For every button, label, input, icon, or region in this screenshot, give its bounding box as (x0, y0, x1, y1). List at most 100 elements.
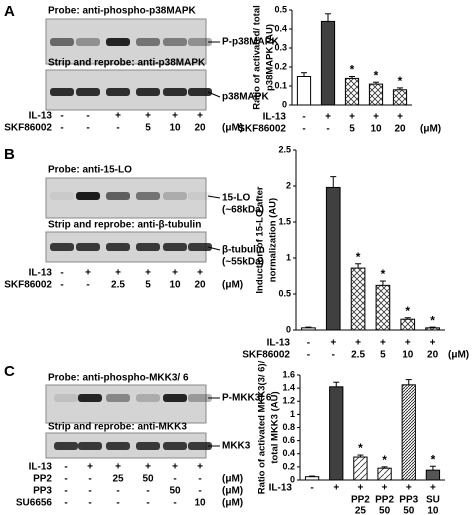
y-tick-label: 1 (290, 409, 295, 419)
x-row-cell: 25 (355, 506, 367, 515)
panel-letter: B (4, 146, 15, 163)
treatment-cell: - (146, 498, 149, 509)
treatment-cell: 2.5 (111, 280, 125, 291)
blot-band (188, 88, 212, 96)
x-row-name: IL-13 (269, 483, 293, 494)
blot-band (76, 38, 100, 46)
y-tick-label: 0.5 (274, 4, 287, 14)
x-row-cell: - (326, 124, 329, 135)
x-row-cell: - (310, 483, 313, 494)
treatment-cell: + (115, 268, 121, 279)
blot-band (106, 442, 130, 450)
blot-band (106, 243, 130, 251)
y-axis-label: Induction of 15-LO after (255, 186, 266, 293)
treatment-cell: + (85, 268, 91, 279)
treatment-cell: - (64, 474, 67, 485)
significance: * (382, 453, 387, 467)
treatment-cell: - (88, 486, 91, 497)
blot-band (50, 38, 74, 46)
x-row-cell: + (405, 338, 411, 349)
bar (350, 267, 366, 331)
panel-letter: A (4, 3, 15, 20)
blot-band (76, 243, 100, 251)
y-tick-label: 2 (286, 180, 291, 190)
bar (377, 467, 392, 481)
x-row-cell: 50 (379, 506, 391, 515)
x-row-cell: + (357, 483, 363, 494)
y-tick-label: 0.1 (274, 80, 287, 90)
blot-band (188, 394, 212, 402)
treatment-cell: 10 (194, 498, 206, 509)
y-tick-label: 1.2 (282, 396, 295, 406)
x-row-cell: 5 (349, 124, 355, 135)
x-row-cell: + (355, 338, 361, 349)
treatment-cell: - (173, 498, 176, 509)
blot-label: MKK3 (222, 441, 251, 452)
x-row-cell: + (430, 338, 436, 349)
blot-band (136, 38, 160, 46)
arrow (207, 195, 221, 199)
treatment-cell: 20 (194, 123, 206, 134)
y-tick-label: 0 (286, 324, 291, 334)
treatment-cell: + (145, 462, 151, 473)
x-row-cell: 20 (394, 124, 406, 135)
x-row-cell: - (302, 112, 305, 123)
x-row-cell: PP3 (399, 495, 418, 506)
panel-letter: C (4, 363, 15, 380)
blot-band (50, 192, 74, 200)
y-tick-label: 1.5 (278, 216, 291, 226)
bar (425, 327, 440, 331)
treatment-cell: - (88, 474, 91, 485)
bar (375, 284, 391, 331)
treatment-cell: + (145, 111, 151, 122)
blot-label: P-p38MAPK (222, 37, 279, 48)
treatment-cell: - (60, 268, 63, 279)
significance: * (374, 68, 379, 82)
blot-band (136, 192, 160, 200)
blot-label: (~55kDa) (222, 257, 264, 268)
blot-band (136, 243, 160, 251)
treatment-cell: + (87, 462, 93, 473)
treatment-name: SKF86002 (4, 280, 52, 291)
blot-band (136, 394, 160, 402)
blot-band (163, 442, 187, 450)
x-row-name: IL-13 (267, 338, 291, 349)
x-row-name: IL-13 (263, 112, 287, 123)
blot-band (188, 38, 212, 46)
treatment-cell: - (60, 123, 63, 134)
treatment-cell: + (172, 462, 178, 473)
treatment-name: IL-13 (29, 268, 53, 279)
blot-band (106, 88, 130, 96)
y-axis-label: normalization (AU) (268, 198, 279, 282)
treatment-cell: - (116, 123, 119, 134)
significance: * (356, 250, 361, 264)
blot-band (54, 442, 78, 450)
x-row-cell: + (330, 338, 336, 349)
unit: (μM) (222, 498, 243, 509)
arrow (207, 246, 221, 251)
y-tick-label: 2.5 (278, 144, 291, 154)
x-row-cell: + (397, 112, 403, 123)
x-row-cell: + (333, 483, 339, 494)
bar (301, 327, 316, 331)
y-tick-label: 0.4 (282, 448, 295, 458)
blot-band (106, 192, 130, 200)
x-row-cell: 10 (370, 124, 382, 135)
x-row-cell: + (406, 483, 412, 494)
x-row-cell: 20 (427, 350, 439, 361)
treatment-cell: - (64, 486, 67, 497)
bar (401, 384, 416, 481)
x-row-name: SKF86002 (238, 124, 286, 135)
treatment-cell: 10 (169, 280, 181, 291)
blot-band (54, 394, 78, 402)
blot-band (76, 88, 100, 96)
blot-probe: Strip and reprobe: anti-β-tubulin (48, 220, 201, 231)
significance: * (358, 441, 363, 455)
blot-band (188, 192, 212, 200)
treatment-cell: - (198, 474, 201, 485)
y-tick-label: 0 (290, 474, 295, 484)
treatment-cell: 5 (145, 123, 151, 134)
x-row-cell: - (307, 338, 310, 349)
treatment-cell: - (116, 498, 119, 509)
treatment-cell: - (146, 486, 149, 497)
